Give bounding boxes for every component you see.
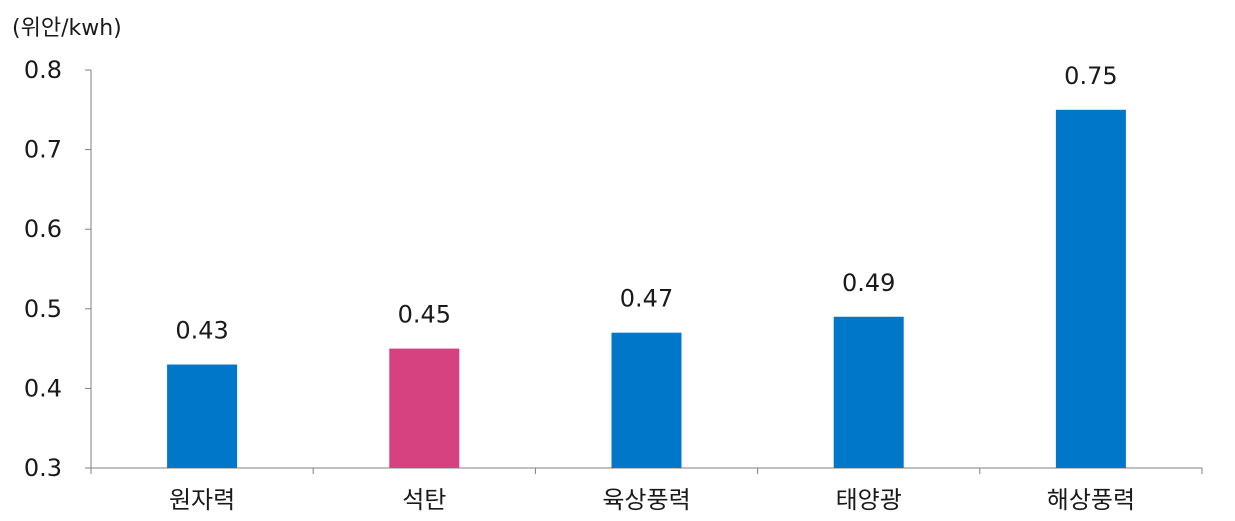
y-tick-label: 0.3 — [24, 454, 62, 482]
y-tick-label: 0.8 — [24, 56, 62, 84]
data-label: 0.49 — [842, 269, 895, 297]
x-category-label: 태양광 — [836, 486, 902, 514]
y-tick-label: 0.5 — [24, 295, 62, 323]
bar — [1055, 109, 1126, 469]
x-category-label: 원자력 — [169, 486, 235, 514]
bar — [611, 332, 682, 468]
bar — [167, 364, 238, 468]
y-tick-label: 0.4 — [24, 374, 62, 402]
y-tick-label: 0.6 — [24, 215, 62, 243]
data-label: 0.47 — [620, 285, 673, 313]
bar — [389, 348, 460, 468]
unit-label: (위안/kwh) — [12, 16, 122, 41]
x-category-label: 육상풍력 — [602, 486, 690, 514]
x-category-label: 해상풍력 — [1047, 486, 1135, 514]
data-label: 0.43 — [175, 317, 228, 345]
y-tick-label: 0.7 — [24, 136, 62, 164]
bar — [833, 316, 904, 468]
x-category-label: 석탄 — [402, 486, 446, 514]
data-label: 0.75 — [1064, 62, 1117, 90]
data-label: 0.45 — [398, 301, 451, 329]
